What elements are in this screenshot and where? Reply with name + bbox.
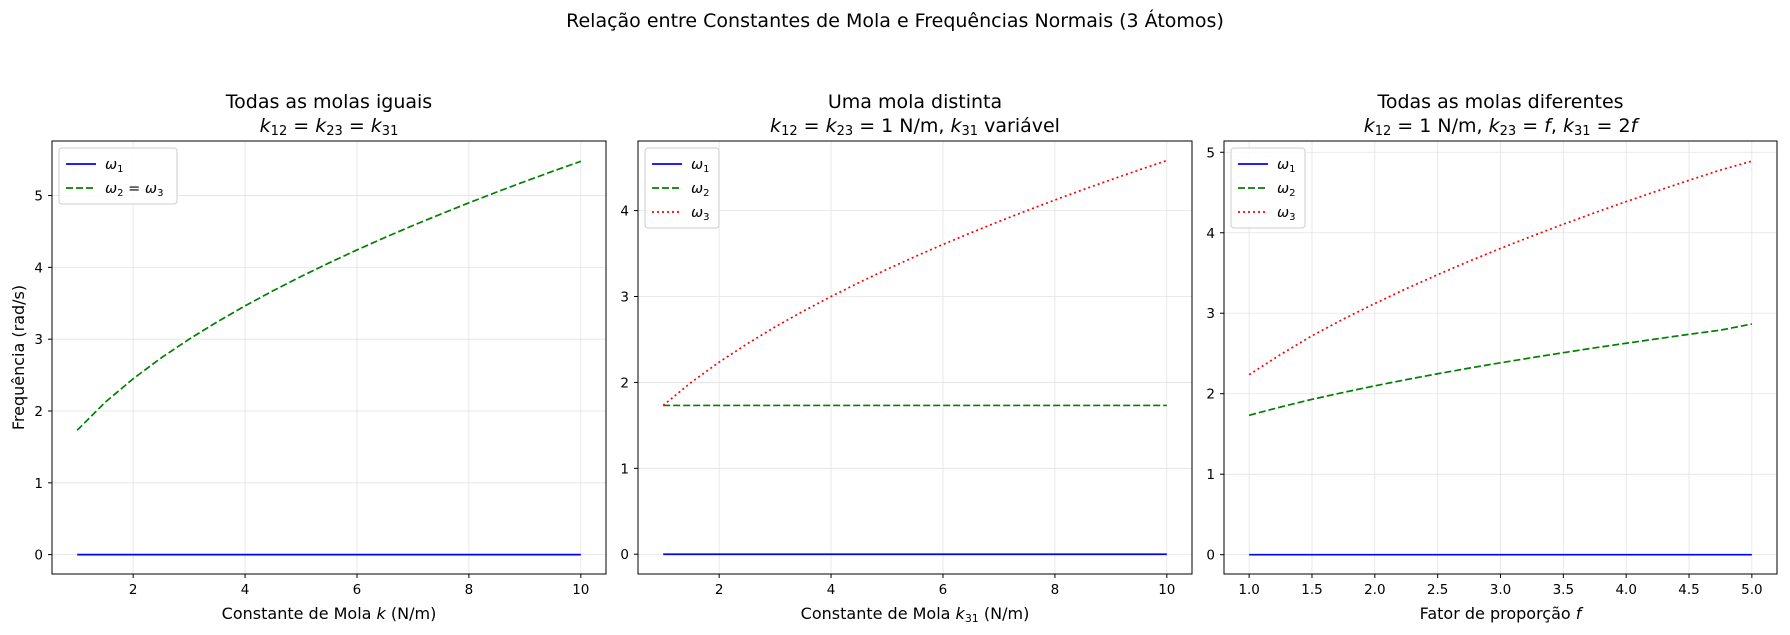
axes-frame	[51, 140, 607, 575]
chart-panel-3: 1.0 1.5 2.0 2.5 3.0 3.5 4.0 4.5 5.0 0 1 2 3 4 5 Todas a…	[1206, 91, 1778, 623]
x-tick-label: 8	[465, 582, 474, 598]
x-tick-label: 2.5	[1427, 582, 1448, 598]
panel-subtitle: k12 = k23 = 1 N/m, k31 variável	[770, 115, 1060, 139]
y-tick-label: 3	[620, 290, 629, 306]
axes-frame	[637, 140, 1193, 575]
panel-title: Uma mola distinta	[828, 91, 1002, 113]
panel-subtitle: k12 = 1 N/m, k23 = f, k31 = 2f	[1364, 115, 1641, 139]
y-tick-label: 0	[34, 548, 43, 564]
x-tick-label: 1.0	[1238, 582, 1259, 598]
legend-label: ω1	[691, 157, 710, 175]
legend-box	[1230, 147, 1306, 229]
legend-label: ω1	[105, 157, 124, 175]
x-tick-label: 5.0	[1741, 582, 1762, 598]
y-tick-label: 4	[34, 260, 43, 276]
x-tick-label: 8	[1051, 582, 1060, 598]
y-tick-label: 0	[1206, 548, 1215, 564]
x-axis-label: Fator de proporção f	[1420, 604, 1584, 623]
y-tick-label: 1	[620, 461, 629, 477]
x-tick-label: 1.5	[1301, 582, 1322, 598]
x-axis-label: Constante de Mola k (N/m)	[222, 604, 437, 623]
x-tick-label: 10	[572, 582, 589, 598]
x-tick-label: 4	[241, 582, 250, 598]
x-tick-label: 2	[129, 582, 138, 598]
x-tick-label: 4.0	[1615, 582, 1636, 598]
panel-title: Todas as molas iguais	[225, 91, 432, 113]
legend-label: ω2 = ω3	[105, 181, 163, 199]
series-line-3	[662, 159, 1168, 407]
x-tick-label: 4.5	[1678, 582, 1699, 598]
x-tick-label: 6	[353, 582, 362, 598]
y-tick-label: 0	[620, 547, 629, 563]
panel-title: Todas as molas diferentes	[1376, 91, 1623, 113]
y-tick-label: 2	[620, 375, 629, 391]
y-tick-label: 1	[34, 476, 43, 492]
y-tick-label: 2	[34, 404, 43, 420]
x-tick-label: 3.0	[1490, 582, 1511, 598]
y-tick-label: 4	[1206, 226, 1215, 242]
x-tick-label: 6	[939, 582, 948, 598]
y-tick-label: 3	[1206, 306, 1215, 322]
y-tick-label: 1	[1206, 467, 1215, 483]
y-tick-label: 5	[34, 189, 43, 205]
x-tick-label: 3.5	[1553, 582, 1574, 598]
y-tick-label: 3	[34, 332, 43, 348]
y-tick-label: 2	[1206, 387, 1215, 403]
legend-label: ω1	[1277, 157, 1296, 175]
y-tick-label: 5	[1206, 145, 1215, 161]
x-axis-label: Constante de Mola k31 (N/m)	[801, 604, 1030, 625]
y-axis-label: Frequência (rad/s)	[9, 285, 28, 430]
legend-label: ω3	[691, 205, 710, 223]
series-line-2	[1248, 323, 1753, 417]
legend-label: ω2	[691, 181, 710, 199]
figure-title: Relação entre Constantes de Mola e Frequ…	[566, 9, 1224, 32]
y-tick-label: 4	[620, 204, 629, 220]
legend-label: ω3	[1277, 205, 1296, 223]
series-line-2	[76, 160, 582, 431]
legend-box	[58, 147, 178, 205]
x-tick-label: 4	[827, 582, 836, 598]
x-tick-label: 2	[715, 582, 724, 598]
x-tick-label: 2.0	[1364, 582, 1385, 598]
x-tick-label: 10	[1158, 582, 1175, 598]
legend-label: ω2	[1277, 181, 1296, 199]
series-line-3	[1248, 160, 1753, 376]
legend-box	[644, 147, 720, 229]
panel-subtitle: k12 = k23 = k31	[260, 115, 399, 139]
